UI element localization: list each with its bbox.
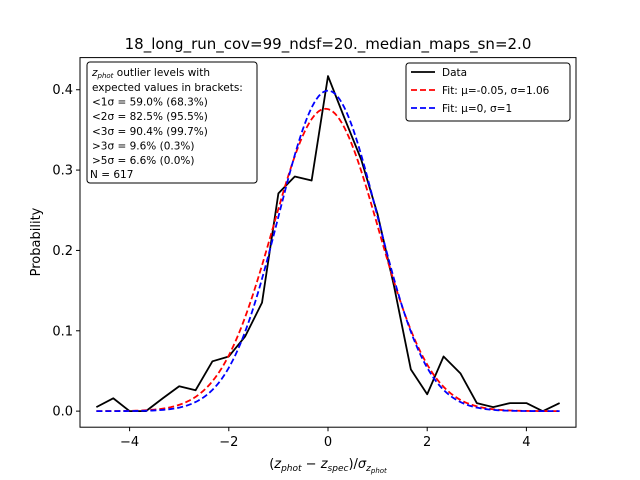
y-tick-label: 0.1 [52, 324, 73, 339]
stats-line-5: >3σ = 9.6% (0.3%) [92, 140, 195, 152]
stats-line-4: <3σ = 90.4% (99.7%) [92, 126, 208, 138]
x-tick-label: 4 [522, 435, 530, 450]
stats-line-7: N = 617 [90, 169, 133, 181]
x-axis: −4 −2 0 2 4 [120, 427, 531, 450]
series-line-normal [96, 89, 560, 413]
legend-label-normal: Fit: μ=0, σ=1 [442, 103, 512, 115]
x-tick-label: −2 [219, 435, 238, 450]
x-tick-label: −4 [120, 435, 139, 450]
x-axis-label: (zphot − zspec)/σzphot [269, 457, 387, 475]
y-tick-label: 0.4 [52, 83, 73, 98]
y-tick-label: 0.0 [52, 405, 73, 420]
stats-box: zphot outlier levels with expected value… [86, 61, 258, 184]
legend-label-data: Data [442, 67, 467, 79]
chart-marks [95, 75, 561, 413]
stats-line-0: zphot outlier levels with [91, 67, 210, 80]
stats-line-2: <1σ = 59.0% (68.3%) [92, 97, 208, 109]
chart-title: 18_long_run_cov=99_ndsf=20._median_maps_… [125, 35, 532, 54]
y-axis-label: Probability [29, 207, 44, 276]
legend: Data Fit: μ=-0.05, σ=1.06 Fit: μ=0, σ=1 [405, 62, 571, 122]
x-tick-label: 0 [324, 435, 332, 450]
series-line-data [95, 75, 561, 413]
series-line-fit [96, 107, 560, 413]
y-axis: 0.0 0.1 0.2 0.3 0.4 [52, 83, 80, 420]
x-tick-label: 2 [423, 435, 431, 450]
stats-line-6: >5σ = 6.6% (0.0%) [92, 155, 195, 167]
stats-line-1: expected values in brackets: [92, 82, 243, 94]
y-tick-label: 0.3 [52, 164, 73, 179]
legend-label-fit: Fit: μ=-0.05, σ=1.06 [442, 85, 550, 97]
y-tick-label: 0.2 [52, 244, 73, 259]
stats-line-3: <2σ = 82.5% (95.5%) [92, 111, 208, 123]
